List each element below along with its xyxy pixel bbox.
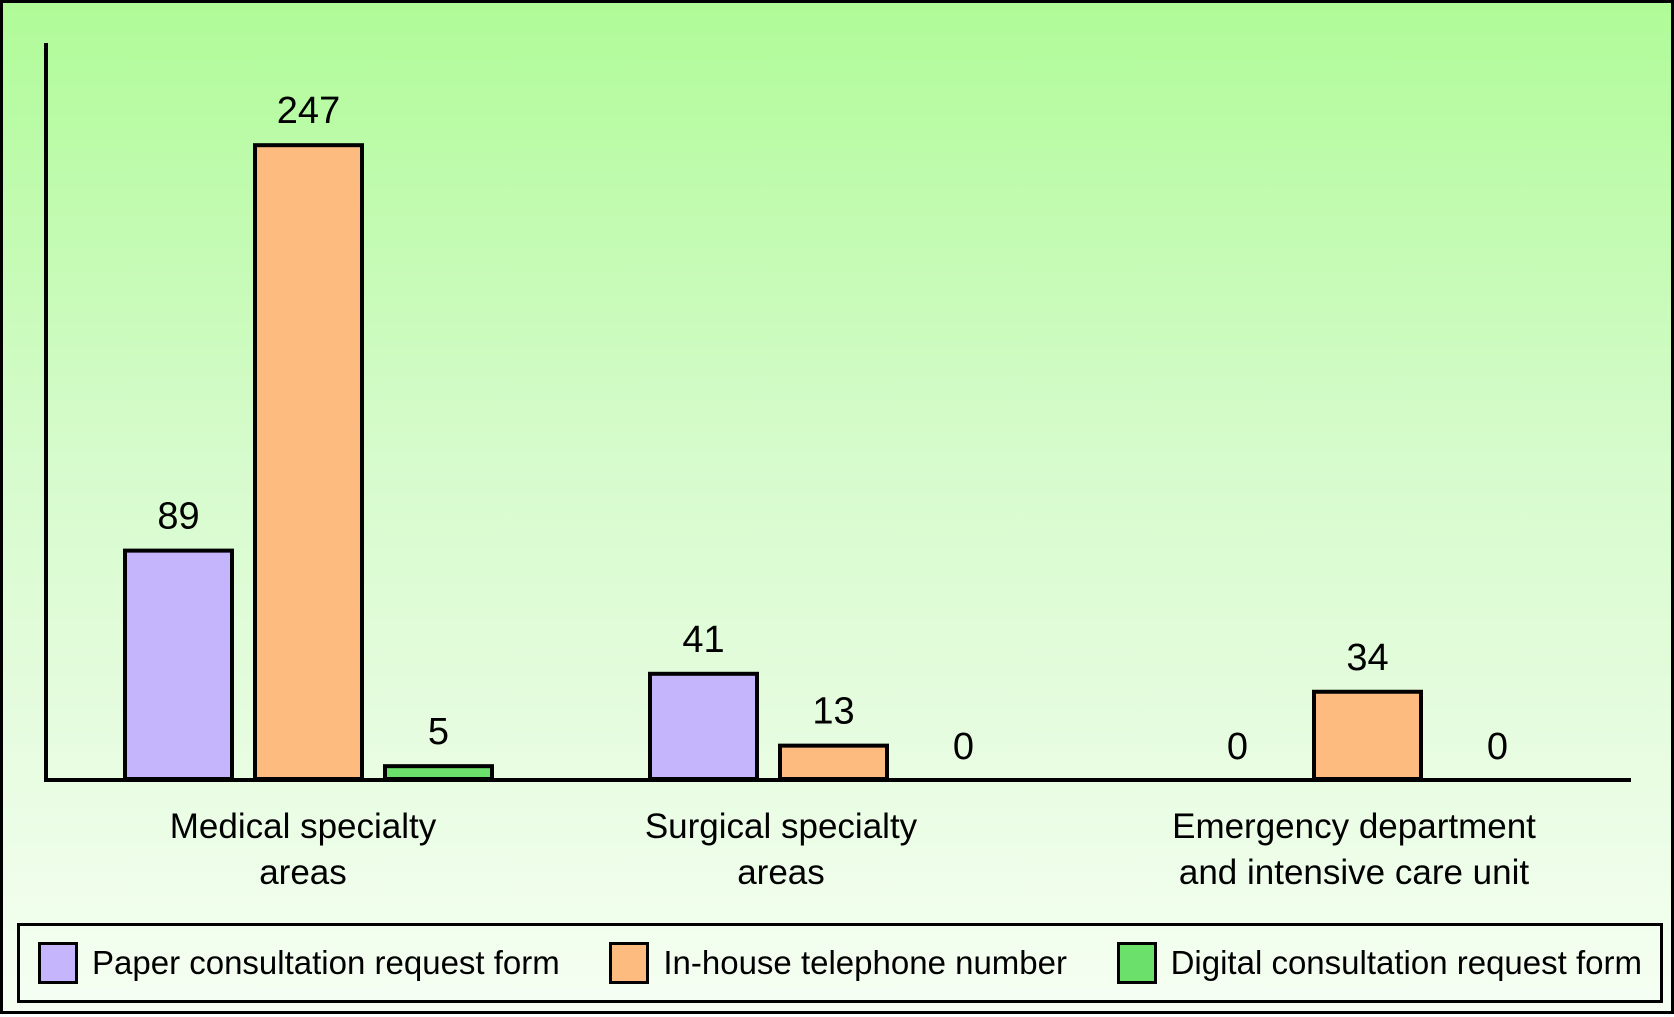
legend-swatch-paper-form	[38, 942, 78, 984]
category-label-1-line-1: Medical specialty	[170, 807, 437, 846]
legend-label-telephone: In-house telephone number	[663, 944, 1067, 981]
legend-item-paper-form: Paper consultation request form	[38, 942, 560, 984]
bar-cat1-paper-consultation-request-form	[123, 548, 234, 781]
value-label-cat2-paper-consultation-request-form: 41	[682, 619, 724, 661]
bar-cat2-paper-consultation-request-form	[648, 671, 759, 782]
bar-cat1-in-house-telephone-number	[253, 143, 364, 782]
legend-item-telephone: In-house telephone number	[609, 942, 1067, 984]
value-label-cat3-paper-consultation-request-form: 0	[1227, 726, 1248, 768]
legend-label-digital-form: Digital consultation request form	[1170, 944, 1642, 981]
bar-cat1-digital-consultation-request-form	[383, 764, 494, 781]
bar-cat2-in-house-telephone-number	[778, 743, 889, 781]
legend: Paper consultation request form In-house…	[17, 923, 1663, 1003]
legend-swatch-digital-form	[1116, 942, 1157, 984]
bar-chart: 89 247 5 41 13 0 0 34 0 Medical specialty areas Su…	[44, 43, 1631, 892]
legend-swatch-telephone	[609, 942, 650, 984]
category-labels-layer: Medical specialty areas Surgical specialty…	[170, 807, 1536, 892]
category-label-3-line-1: Emergency department	[1172, 807, 1536, 846]
legend-item-digital-form: Digital consultation request form	[1116, 942, 1642, 984]
value-label-cat3-in-house-telephone-number: 34	[1346, 637, 1388, 679]
value-label-cat1-digital-consultation-request-form: 5	[428, 711, 449, 753]
bar-cat3-in-house-telephone-number	[1312, 689, 1423, 781]
value-label-cat2-in-house-telephone-number: 13	[812, 691, 854, 733]
bars-layer	[123, 143, 1423, 782]
value-labels-layer: 89 247 5 41 13 0 0 34 0	[157, 90, 1508, 768]
value-label-cat3-digital-consultation-request-form: 0	[1487, 726, 1508, 768]
category-label-1-line-2: areas	[259, 853, 347, 892]
legend-label-paper-form: Paper consultation request form	[92, 944, 560, 981]
value-label-cat1-paper-consultation-request-form: 89	[157, 496, 199, 538]
value-label-cat2-digital-consultation-request-form: 0	[953, 726, 974, 768]
category-label-2-line-2: areas	[737, 853, 825, 892]
value-label-cat1-in-house-telephone-number: 247	[277, 90, 340, 132]
category-label-2-line-1: Surgical specialty	[645, 807, 918, 846]
category-label-3-line-2: and intensive care unit	[1179, 853, 1529, 892]
